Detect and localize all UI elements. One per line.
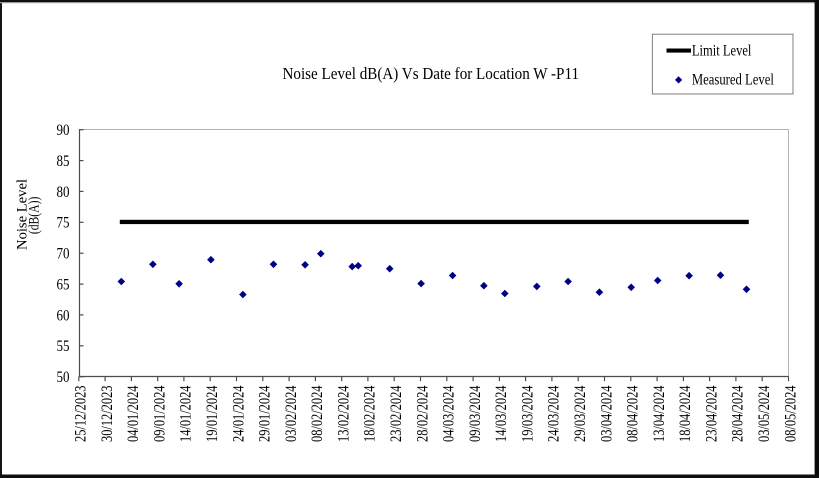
svg-text:18/04/2024: 18/04/2024 (677, 385, 694, 442)
svg-text:24/03/2024: 24/03/2024 (546, 385, 563, 442)
svg-text:28/04/2024: 28/04/2024 (730, 385, 747, 442)
svg-text:28/02/2024: 28/02/2024 (414, 385, 431, 442)
svg-text:08/04/2024: 08/04/2024 (625, 385, 642, 442)
svg-text:Limit Level: Limit Level (692, 42, 752, 59)
svg-text:65: 65 (57, 277, 70, 294)
svg-text:75: 75 (57, 215, 70, 232)
svg-text:19/03/2024: 19/03/2024 (519, 385, 536, 442)
svg-text:14/01/2024: 14/01/2024 (178, 385, 195, 442)
svg-text:60: 60 (57, 307, 70, 324)
svg-text:50: 50 (57, 369, 70, 386)
svg-text:90: 90 (57, 122, 70, 139)
svg-text:08/05/2024: 08/05/2024 (782, 385, 799, 442)
svg-text:14/03/2024: 14/03/2024 (493, 385, 510, 442)
svg-text:Noise Level dB(A) Vs Date for: Noise Level dB(A) Vs Date for Location W… (283, 64, 580, 83)
svg-text:08/02/2024: 08/02/2024 (309, 385, 326, 442)
svg-text:24/01/2024: 24/01/2024 (230, 385, 247, 442)
svg-text:85: 85 (57, 153, 70, 170)
svg-text:13/02/2024: 13/02/2024 (336, 385, 353, 442)
svg-text:03/05/2024: 03/05/2024 (756, 385, 773, 442)
svg-text:70: 70 (57, 246, 70, 263)
svg-text:04/01/2024: 04/01/2024 (125, 385, 142, 442)
svg-text:55: 55 (57, 338, 70, 355)
svg-text:80: 80 (57, 184, 70, 201)
svg-text:13/04/2024: 13/04/2024 (651, 385, 668, 442)
svg-text:19/01/2024: 19/01/2024 (204, 385, 221, 442)
svg-text:23/04/2024: 23/04/2024 (703, 385, 720, 442)
svg-text:03/04/2024: 03/04/2024 (598, 385, 615, 442)
svg-text:(dB(A)): (dB(A)) (27, 197, 43, 235)
svg-text:18/02/2024: 18/02/2024 (362, 385, 379, 442)
svg-text:Measured Level: Measured Level (692, 71, 774, 88)
svg-text:23/02/2024: 23/02/2024 (388, 385, 405, 442)
svg-text:25/12/2023: 25/12/2023 (73, 385, 90, 442)
svg-text:04/03/2024: 04/03/2024 (441, 385, 458, 442)
svg-text:30/12/2023: 30/12/2023 (99, 385, 116, 442)
svg-text:09/01/2024: 09/01/2024 (152, 385, 169, 442)
svg-text:29/03/2024: 29/03/2024 (572, 385, 589, 442)
svg-text:09/03/2024: 09/03/2024 (467, 385, 484, 442)
svg-text:03/02/2024: 03/02/2024 (283, 385, 300, 442)
svg-text:Noise Level: Noise Level (14, 179, 30, 250)
svg-text:29/01/2024: 29/01/2024 (257, 385, 274, 442)
